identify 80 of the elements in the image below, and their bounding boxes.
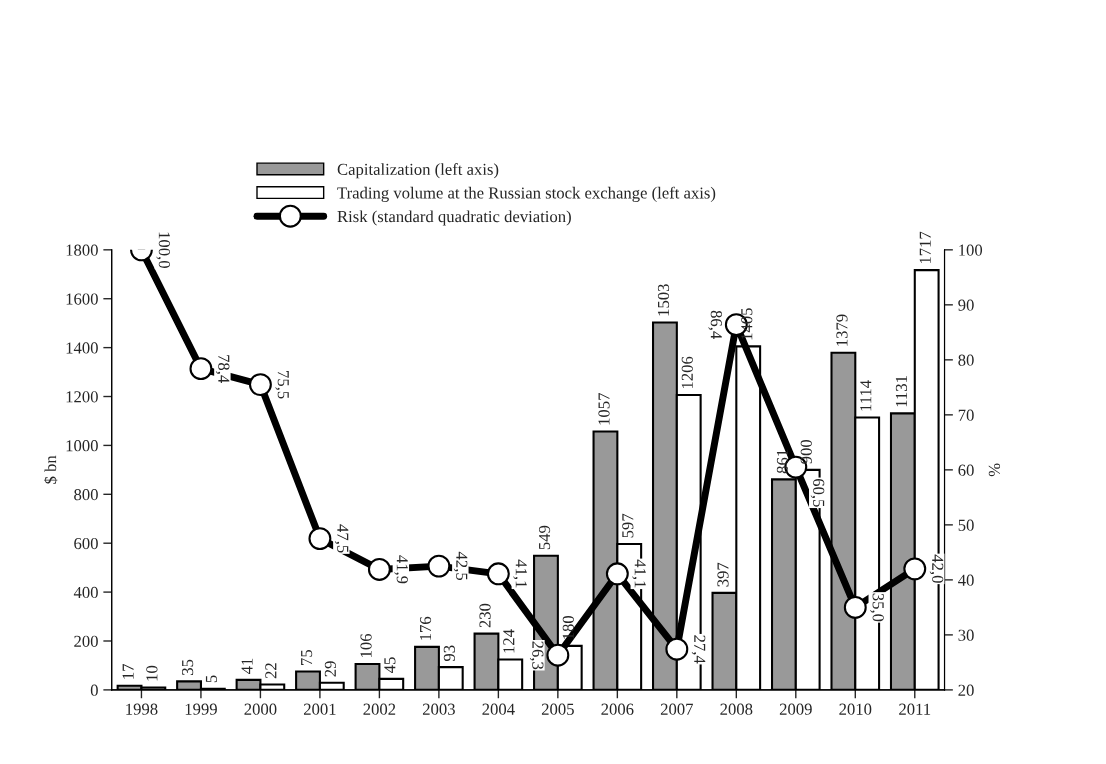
data-label: 26,3: [529, 641, 544, 670]
x-tick-label: 2001: [303, 703, 336, 715]
x-tick-label: 2008: [720, 703, 753, 715]
data-label: 27,4: [691, 635, 706, 664]
data-label: 78,4: [215, 355, 230, 383]
y-tick-label: 1000: [66, 440, 98, 452]
y-tick-label: 1400: [66, 342, 98, 354]
y2-tick-label: 90: [958, 299, 974, 311]
data-label: 93: [443, 645, 455, 662]
data-label: 1379: [836, 314, 848, 346]
data-label: 35,0: [870, 593, 884, 622]
data-label: 41,9: [394, 555, 408, 584]
x-tick-label: 2003: [422, 703, 455, 715]
x-tick-label: 1998: [126, 703, 158, 715]
data-label: 35: [182, 659, 194, 675]
data-label: 230: [479, 603, 491, 628]
data-label: 1114: [860, 380, 872, 411]
data-label: 100,0: [156, 232, 170, 268]
data-label: 900: [800, 439, 812, 464]
y-tick-label: 1200: [66, 391, 98, 403]
y2-tick-label: 70: [958, 409, 974, 421]
x-tick-label: 2000: [244, 703, 277, 715]
data-label: 22: [265, 663, 277, 679]
data-label: 180: [562, 615, 574, 639]
data-label: 45: [384, 657, 396, 674]
x-tick-label: 2007: [660, 703, 694, 715]
y-tick-label: 0: [90, 684, 98, 696]
y2-axis-title: %: [988, 463, 1001, 477]
y2-tick-label: 40: [958, 574, 974, 586]
data-label: 41: [241, 658, 253, 674]
data-label: 41,1: [513, 559, 527, 588]
data-label: 10: [146, 665, 158, 681]
x-tick-label: 2002: [363, 703, 396, 715]
y-tick-label: 200: [74, 635, 98, 647]
data-label: 60,5: [810, 478, 825, 507]
data-label: 1717: [919, 231, 931, 264]
legend-label: Capitalization (left axis): [337, 163, 499, 179]
data-label: 1057: [598, 393, 610, 425]
data-label: 597: [622, 513, 634, 538]
data-label: 47,5: [334, 524, 349, 553]
y2-tick-label: 30: [958, 629, 974, 641]
y2-tick-label: 100: [959, 244, 983, 256]
x-tick-label: 2004: [482, 703, 515, 715]
data-label: 1503: [657, 284, 670, 316]
data-label: 75,5: [275, 371, 289, 399]
y2-tick-label: 20: [958, 684, 974, 696]
data-label: 86,4: [708, 310, 722, 339]
x-tick-label: 2011: [899, 703, 931, 715]
data-label: 42,5: [453, 551, 468, 581]
data-label: 1405: [741, 308, 753, 340]
x-tick-label: 2009: [779, 703, 812, 715]
x-tick-label: 2005: [541, 703, 574, 715]
y-tick-label: 800: [74, 489, 98, 501]
x-tick-label: 1999: [185, 703, 217, 715]
data-label: 861: [776, 449, 789, 474]
data-label: 29: [324, 661, 336, 677]
y-tick-label: 400: [73, 586, 98, 599]
data-label: 124: [503, 629, 515, 653]
y2-tick-label: 50: [958, 519, 974, 531]
data-label: 1131: [895, 376, 908, 407]
data-label: 176: [419, 616, 432, 640]
y-tick-label: 600: [74, 537, 98, 550]
data-label: 42,0: [929, 554, 944, 583]
x-tick-label: 2006: [601, 703, 634, 715]
data-label: 1206: [681, 356, 693, 389]
data-label: 5: [205, 675, 218, 683]
data-label: 549: [538, 525, 551, 550]
data-label: 106: [360, 633, 372, 657]
y2-tick-label: 80: [958, 354, 974, 366]
legend-label: Trading volume at the Russian stock exchange (left axis): [337, 186, 716, 203]
y-tick-label: 1800: [66, 244, 98, 256]
data-label: 41,1: [632, 559, 646, 588]
y-tick-label: 1600: [66, 293, 98, 305]
data-label: 17: [122, 663, 134, 679]
y2-tick-label: 60: [958, 464, 974, 476]
x-tick-label: 2010: [839, 703, 872, 715]
data-label: 75: [301, 649, 313, 665]
legend-label: Risk (standard quadratic deviation): [337, 210, 571, 226]
y-axis-title: $ bn: [44, 455, 58, 484]
data-label: 397: [717, 562, 729, 587]
